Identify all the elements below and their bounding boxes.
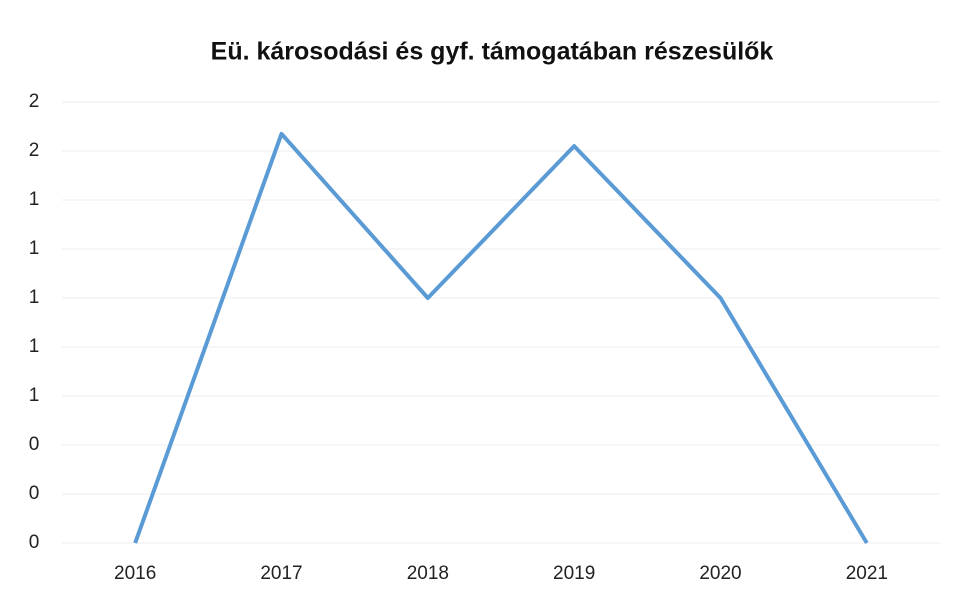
data-line [133, 131, 869, 545]
y-tick-label: 0 [29, 483, 40, 504]
x-tick-label: 2020 [699, 563, 741, 584]
y-tick-label: 2 [29, 91, 40, 112]
y-tick-label: 1 [29, 189, 40, 210]
chart-title: Eü. károsodási és gyf. támogatában része… [211, 38, 774, 66]
y-tick-label: 1 [29, 287, 40, 308]
y-tick-label: 0 [29, 532, 40, 553]
x-tick-label: 2021 [846, 563, 888, 584]
y-tick-label: 1 [29, 336, 40, 357]
y-tick-label: 1 [29, 385, 40, 406]
y-tick-label: 0 [29, 434, 40, 455]
y-tick-label: 1 [29, 238, 40, 259]
x-tick-label: 2016 [114, 563, 156, 584]
y-tick-label: 2 [29, 140, 40, 161]
x-tick-label: 2017 [260, 563, 302, 584]
x-tick-label: 2019 [553, 563, 595, 584]
x-tick-label: 2018 [407, 563, 449, 584]
